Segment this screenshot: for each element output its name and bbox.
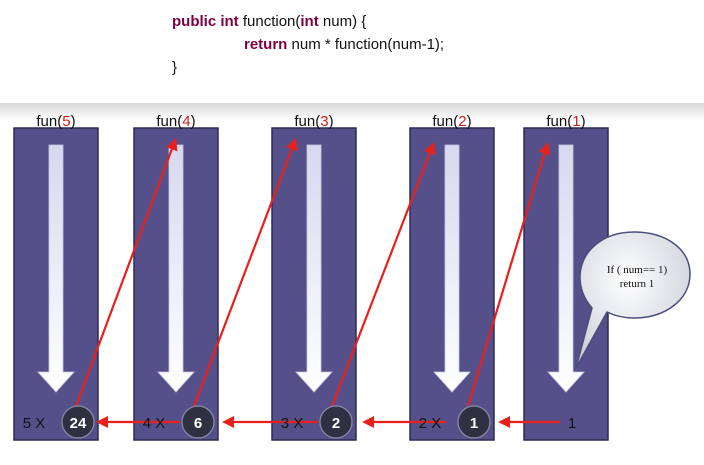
- code-text: function(: [242, 13, 301, 30]
- multiplier-label: 3 X: [281, 415, 304, 432]
- return-value-up-arrow: [192, 138, 298, 407]
- title-argument: 1: [572, 113, 580, 130]
- callout-condition: If ( num== 1): [607, 264, 668, 276]
- title-suffix: ): [581, 113, 586, 130]
- callout-return: return 1: [620, 278, 655, 290]
- title-prefix: fun(: [432, 113, 458, 130]
- column-title: fun(1): [546, 113, 585, 130]
- return-arrow: [96, 416, 180, 428]
- title-prefix: fun(: [36, 113, 62, 130]
- return-arrow: [222, 416, 318, 428]
- title-argument: 5: [62, 113, 70, 130]
- return-arrow: [362, 416, 446, 428]
- code-line-2: return num * function(num-1);: [172, 33, 444, 56]
- code-line-3: }: [172, 59, 178, 76]
- multiplier-label: 5 X: [23, 415, 46, 432]
- result-circle: [457, 405, 491, 439]
- columns-layer: [13, 127, 609, 441]
- result-value: 2: [332, 415, 340, 432]
- result-value: 24: [70, 415, 87, 432]
- call-flow-down-arrow: [37, 144, 75, 393]
- column-title: fun(4): [156, 113, 195, 130]
- title-suffix: ): [191, 113, 196, 130]
- code-keyword: return: [244, 36, 288, 53]
- call-flow-down-arrow: [433, 144, 471, 393]
- column-title: fun(3): [294, 113, 333, 130]
- title-argument: 2: [458, 113, 466, 130]
- column-title: fun(2): [432, 113, 471, 130]
- call-flow-down-arrow: [157, 144, 195, 393]
- return-value-up-arrow: [466, 142, 551, 407]
- divider-band: [0, 103, 704, 121]
- result-value: 1: [470, 415, 478, 432]
- base-case-value: 1: [568, 415, 576, 432]
- column-title: fun(5): [36, 113, 75, 130]
- return-arrow: [498, 416, 560, 428]
- call-flow-down-arrow: [547, 144, 585, 393]
- code-keyword: int: [300, 13, 319, 30]
- result-circle: [319, 405, 353, 439]
- code-keyword: public: [172, 13, 217, 30]
- title-suffix: ): [467, 113, 472, 130]
- call-flow-down-arrow: [295, 144, 333, 393]
- title-suffix: ): [329, 113, 334, 130]
- return-value-up-arrow: [330, 142, 436, 407]
- return-value-up-arrow: [74, 138, 178, 407]
- title-prefix: fun(: [294, 113, 320, 130]
- title-suffix: ): [71, 113, 76, 130]
- result-value: 6: [194, 415, 202, 432]
- multiplier-label: 2 X: [419, 415, 442, 432]
- result-circle: [61, 405, 95, 439]
- title-prefix: fun(: [546, 113, 572, 130]
- code-snippet: public int function(int num) { return nu…: [172, 10, 444, 79]
- base-case-callout: If ( num== 1) return 1: [575, 231, 691, 369]
- title-argument: 3: [320, 113, 328, 130]
- arrows-layer: [74, 138, 560, 428]
- code-text: num) {: [322, 13, 367, 30]
- code-text: num * function(num-1);: [291, 36, 445, 53]
- result-circle: [181, 405, 215, 439]
- code-line-1: public int function(int num) {: [172, 10, 444, 33]
- title-argument: 4: [182, 113, 190, 130]
- callout-bubble: [575, 231, 691, 369]
- multiplier-label: 4 X: [143, 415, 166, 432]
- code-keyword: int: [220, 13, 239, 30]
- title-prefix: fun(: [156, 113, 182, 130]
